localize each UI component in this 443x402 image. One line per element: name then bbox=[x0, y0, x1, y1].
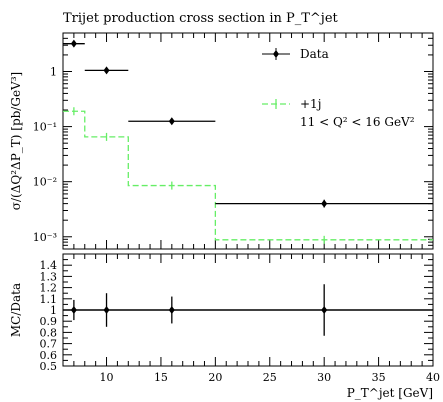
ratio-y-tick-label: 1.3 bbox=[40, 270, 58, 283]
ratio-point bbox=[321, 306, 328, 314]
ratio-y-tick-label: 0.6 bbox=[40, 349, 58, 362]
ratio-y-tick-label: 0.7 bbox=[40, 338, 58, 351]
mc-histogram-line bbox=[63, 110, 433, 241]
ratio-point bbox=[168, 306, 175, 314]
main-y-tick-label: 1 bbox=[50, 66, 57, 79]
legend-data-label: Data bbox=[300, 47, 329, 61]
data-point bbox=[70, 39, 77, 48]
ratio-y-axis-label: MC/Data bbox=[9, 283, 23, 337]
data-point bbox=[103, 66, 110, 75]
main-y-tick-label: 10⁻³ bbox=[33, 231, 57, 244]
x-tick-label: 25 bbox=[263, 371, 277, 384]
ratio-y-tick-label: 0.9 bbox=[40, 315, 58, 328]
ratio-y-tick-label: 1 bbox=[50, 304, 57, 317]
legend-data-marker bbox=[273, 50, 279, 58]
ratio-y-tick-label: 0.8 bbox=[40, 326, 58, 339]
x-tick-label: 30 bbox=[317, 371, 331, 384]
legend-cut-label: 11 < Q² < 16 GeV² bbox=[300, 115, 415, 129]
legend-mc-label: +1j bbox=[300, 97, 321, 111]
ratio-point bbox=[70, 306, 77, 314]
x-tick-label: 20 bbox=[208, 371, 222, 384]
legend: Data +1j 11 < Q² < 16 GeV² bbox=[262, 47, 415, 129]
ratio-plot-layer: 10 15 20 25 30 35 40 0.50.60.70.80.911.11.21.31… bbox=[40, 254, 440, 384]
main-plot-layer: 10⁻³ 10⁻² 10⁻¹ 1 bbox=[33, 32, 434, 250]
data-point bbox=[321, 199, 328, 208]
main-y-tick-label: 10⁻² bbox=[33, 176, 57, 189]
x-tick-label: 40 bbox=[426, 371, 440, 384]
x-axis-label: P_T^jet [GeV] bbox=[347, 386, 433, 400]
chart-title: Trijet production cross section in P_T^j… bbox=[63, 11, 339, 26]
data-point bbox=[168, 117, 175, 126]
x-tick-label: 10 bbox=[100, 371, 114, 384]
x-tick-label: 35 bbox=[372, 371, 386, 384]
main-plot-frame bbox=[62, 32, 434, 250]
main-y-axis-label: σ/(ΔQ²ΔP_T) [pb/GeV³] bbox=[9, 72, 23, 210]
ratio-y-tick-label: 1.2 bbox=[40, 282, 58, 295]
ratio-y-tick-label: 0.5 bbox=[40, 360, 58, 373]
main-y-tick-label: 10⁻¹ bbox=[33, 121, 57, 134]
x-tick-label: 15 bbox=[154, 371, 168, 384]
ratio-y-tick-label: 1.1 bbox=[40, 293, 58, 306]
ratio-point bbox=[103, 306, 110, 314]
ratio-y-tick-label: 1.4 bbox=[40, 259, 58, 272]
